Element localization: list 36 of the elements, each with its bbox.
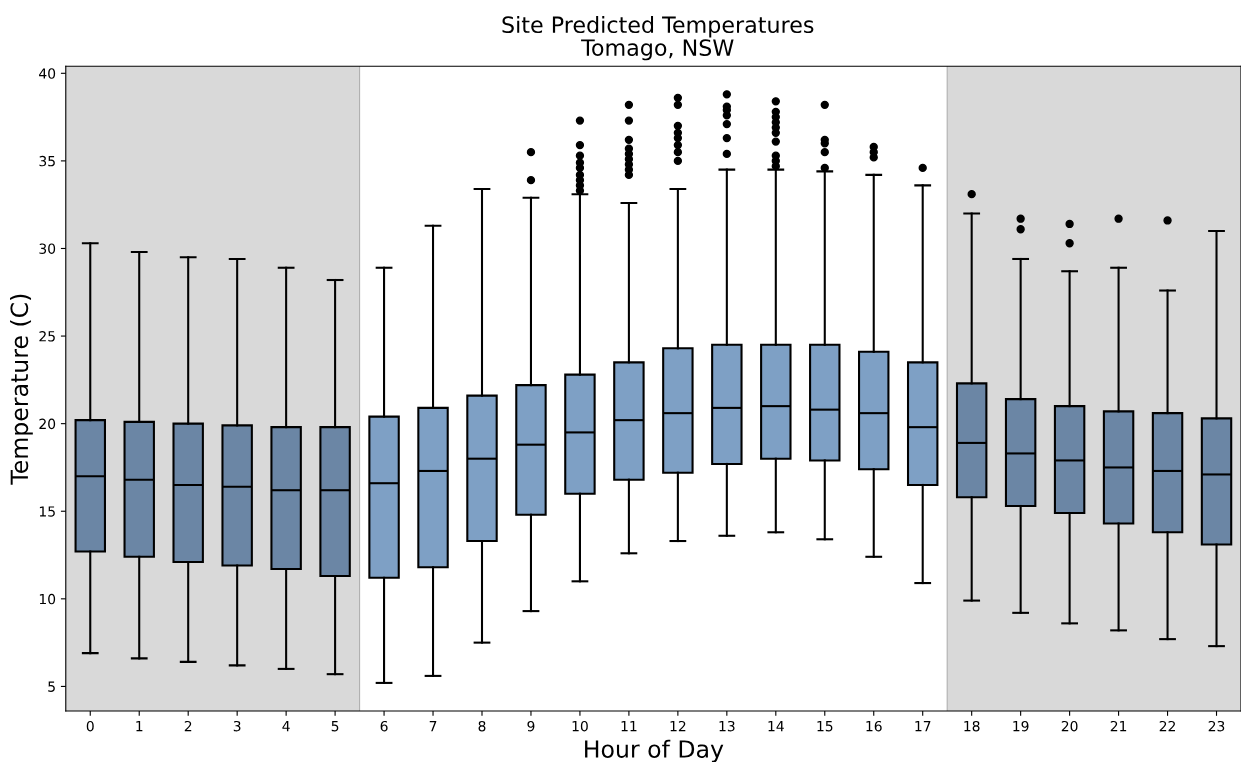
x-tick-label: 21 xyxy=(1110,720,1127,732)
x-tick-label: 8 xyxy=(478,720,486,732)
x-tick-label: 19 xyxy=(1013,720,1029,732)
y-tick-label: 30 xyxy=(39,243,56,254)
x-tick-label: 14 xyxy=(768,721,784,732)
x-tick-label: 23 xyxy=(1208,720,1225,732)
x-tick-label: 1 xyxy=(136,721,143,732)
x-tick-label: 12 xyxy=(670,720,686,732)
chart-title: Site Predicted Temperatures xyxy=(502,15,814,38)
x-tick-label: 4 xyxy=(282,721,290,732)
x-tick-label: 13 xyxy=(719,720,735,732)
x-tick-label: 7 xyxy=(429,721,437,732)
x-tick-label: 22 xyxy=(1159,720,1175,732)
y-tick-label: 15 xyxy=(39,506,55,517)
chart-subtitle: Tomago, NSW xyxy=(581,39,734,61)
x-tick-label: 15 xyxy=(817,721,833,732)
y-tick-label: 35 xyxy=(39,155,55,167)
y-tick-label: 20 xyxy=(39,418,56,430)
x-tick-label: 0 xyxy=(86,720,94,732)
x-tick-label: 10 xyxy=(572,720,588,732)
x-tick-label: 9 xyxy=(527,720,535,732)
x-axis-title: Hour of Day xyxy=(585,739,724,762)
y-tick-label: 10 xyxy=(39,593,56,605)
x-tick-label: 16 xyxy=(866,720,882,732)
y-tick-label: 5 xyxy=(48,681,55,692)
x-tick-label: 2 xyxy=(184,720,192,732)
y-axis-title: Temperature (C) xyxy=(10,294,33,485)
x-tick-label: 11 xyxy=(621,721,637,732)
x-tick-label: 6 xyxy=(380,720,388,732)
y-tick-label: 40 xyxy=(39,68,56,79)
x-tick-label: 5 xyxy=(331,721,339,732)
x-tick-label: 20 xyxy=(1061,720,1078,732)
x-tick-label: 3 xyxy=(233,720,241,732)
y-tick-label: 25 xyxy=(39,331,55,342)
x-tick-label: 18 xyxy=(964,720,980,732)
x-tick-label: 17 xyxy=(915,721,931,732)
